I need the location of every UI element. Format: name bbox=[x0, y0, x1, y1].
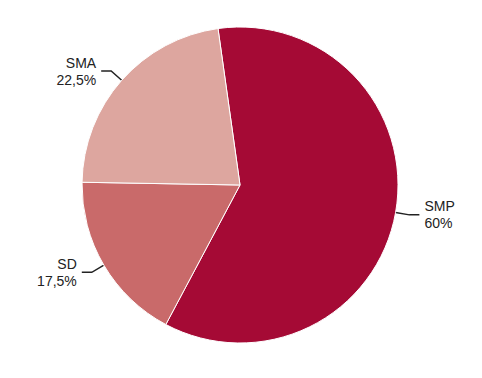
svg-text:SMA: SMA bbox=[66, 55, 97, 71]
svg-text:60%: 60% bbox=[424, 215, 452, 231]
svg-text:17,5%: 17,5% bbox=[37, 273, 77, 289]
svg-text:22,5%: 22,5% bbox=[56, 72, 96, 88]
svg-text:SMP: SMP bbox=[424, 198, 454, 214]
svg-text:SD: SD bbox=[57, 256, 76, 272]
